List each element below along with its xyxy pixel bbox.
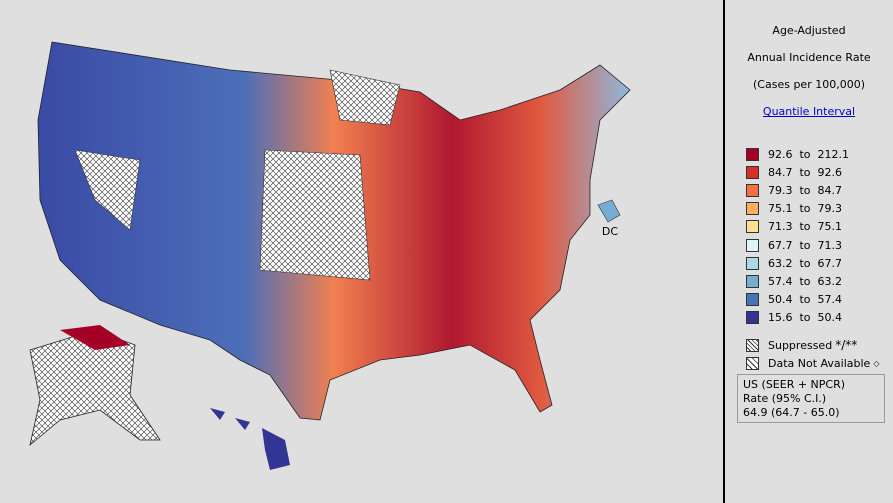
map: DC xyxy=(29,41,631,470)
legend-label: Suppressed xyxy=(768,338,833,352)
legend-title: (Cases per 100,000) xyxy=(753,78,865,91)
legend-label: Data Not Available xyxy=(768,356,871,370)
divider xyxy=(723,0,725,503)
legend-swatch xyxy=(746,293,759,307)
us-rate-line: US (SEER + NPCR) xyxy=(743,378,846,391)
legend-label: 79.3 to 84.7 xyxy=(768,183,843,197)
dc-label: DC xyxy=(602,225,618,238)
legend-swatch xyxy=(746,183,759,197)
legend-item: 63.2 to 67.7 xyxy=(746,256,842,270)
legend-item: 75.1 to 79.3 xyxy=(746,202,842,216)
legend-label: 84.7 to 92.6 xyxy=(768,165,843,179)
legend-item: 57.4 to 63.2 xyxy=(746,274,842,288)
legend-item: 71.3 to 75.1 xyxy=(746,220,842,234)
legend-mark: */** xyxy=(835,338,858,352)
legend-label: 15.6 to 50.4 xyxy=(768,311,843,325)
legend-swatch xyxy=(746,311,759,325)
suppressed-area xyxy=(259,149,371,281)
legend-swatch xyxy=(746,274,759,288)
alaska-region xyxy=(60,325,130,350)
legend-title: Age-Adjusted xyxy=(772,24,846,37)
dc-shape xyxy=(597,199,621,223)
legend-item: 67.7 to 71.3 xyxy=(746,238,842,252)
legend-swatch xyxy=(746,147,759,161)
legend-swatch xyxy=(746,165,759,179)
hawaii xyxy=(210,408,290,470)
legend-label: 67.7 to 71.3 xyxy=(768,238,843,252)
legend-mark: ◇ xyxy=(873,358,880,368)
legend-label: 71.3 to 75.1 xyxy=(768,220,843,234)
legend-label: 63.2 to 67.7 xyxy=(768,256,843,270)
quantile-link[interactable]: Quantile Interval xyxy=(762,105,856,118)
legend-title: Annual Incidence Rate xyxy=(747,51,871,64)
legend-item: 92.6 to 212.1 xyxy=(746,147,849,161)
legend-swatch xyxy=(746,220,759,234)
legend-item: 79.3 to 84.7 xyxy=(746,183,842,197)
legend-swatch xyxy=(746,202,759,216)
legend-item: 50.4 to 57.4 xyxy=(746,293,842,307)
no-data-area xyxy=(74,149,141,231)
legend-item: 84.7 to 92.6 xyxy=(746,165,842,179)
suppressed-area xyxy=(329,69,401,126)
us-rate-line: Rate (95% C.I.) xyxy=(743,392,827,405)
legend-not-available: Data Not Available ◇ xyxy=(746,356,879,370)
legend-swatch xyxy=(746,256,759,270)
legend-label: 92.6 to 212.1 xyxy=(768,147,850,161)
us-rate-box: US (SEER + NPCR) Rate (95% C.I.) 64.9 (6… xyxy=(737,374,885,423)
legend-label: 75.1 to 79.3 xyxy=(768,202,843,216)
legend-label: 50.4 to 57.4 xyxy=(768,293,843,307)
legend-swatch xyxy=(746,238,759,252)
us-rate-line: 64.9 (64.7 - 65.0) xyxy=(743,406,840,419)
legend-label: 57.4 to 63.2 xyxy=(768,274,843,288)
legend-suppressed: Suppressed */** xyxy=(746,338,857,352)
legend-item: 15.6 to 50.4 xyxy=(746,311,842,325)
